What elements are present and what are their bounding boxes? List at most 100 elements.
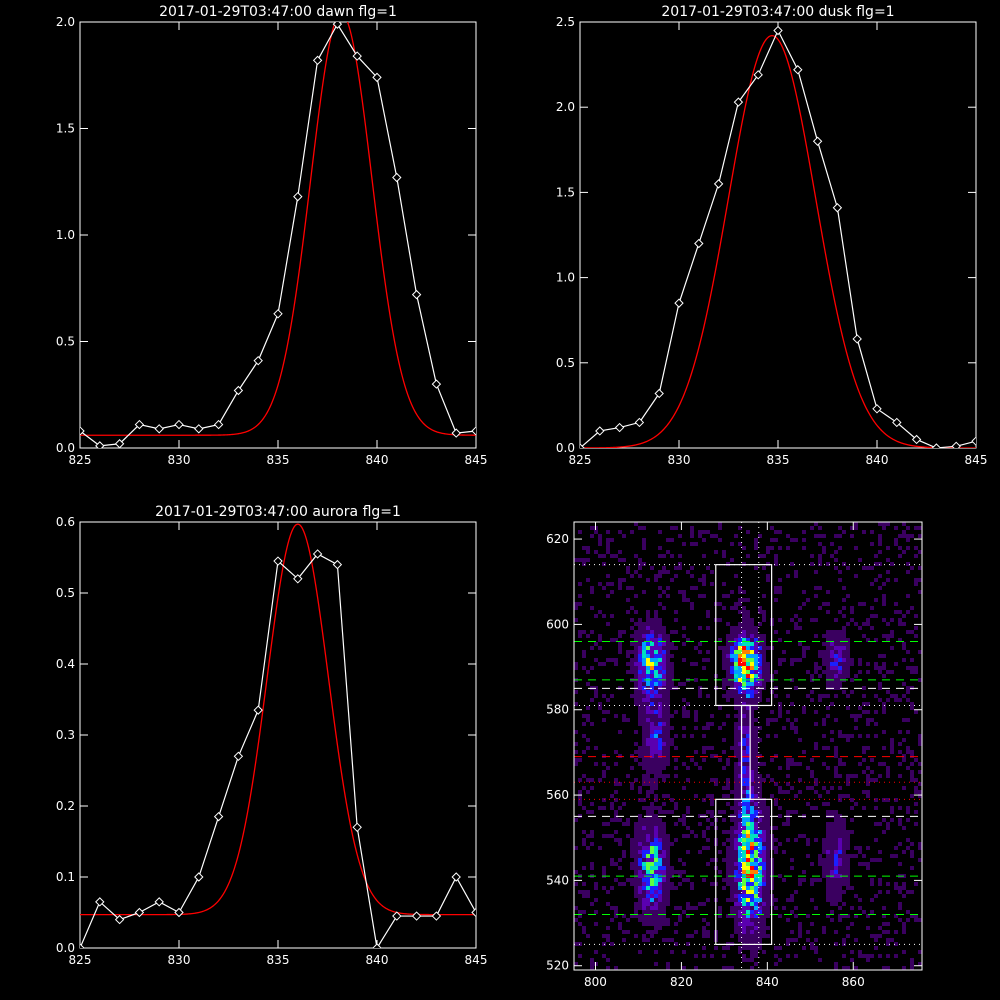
heatmap-cell [734, 854, 738, 858]
heatmap-cell [838, 822, 842, 826]
heatmap-cell [646, 706, 650, 710]
heatmap-cell [754, 954, 758, 958]
heatmap-cell [742, 614, 746, 618]
heatmap-cell [654, 866, 658, 870]
heatmap-cell [674, 574, 678, 578]
heatmap-cell [810, 770, 814, 774]
heatmap-cell [882, 966, 886, 970]
heatmap-cell [866, 778, 870, 782]
heatmap-cell [634, 750, 638, 754]
heatmap-cell [746, 614, 750, 618]
heatmap-cell [842, 634, 846, 638]
heatmap-cell [594, 898, 598, 902]
heatmap-cell [894, 930, 898, 934]
heatmap-cell [646, 726, 650, 730]
heatmap-cell [722, 858, 726, 862]
data-point [911, 434, 922, 445]
heatmap-cell [662, 690, 666, 694]
heatmap-cell [898, 638, 902, 642]
heatmap-cell [886, 634, 890, 638]
heatmap-cell [650, 834, 654, 838]
heatmap-cell [654, 694, 658, 698]
heatmap-cell [666, 650, 670, 654]
heatmap-cell [702, 834, 706, 838]
heatmap-cell [834, 902, 838, 906]
heatmap-cell [662, 858, 666, 862]
heatmap-cell [822, 862, 826, 866]
heatmap-cell [826, 850, 830, 854]
heatmap-cell [750, 890, 754, 894]
heatmap-cell [770, 710, 774, 714]
heatmap-cell [662, 702, 666, 706]
heatmap-cell [722, 678, 726, 682]
heatmap-cell [786, 810, 790, 814]
heatmap-cell [698, 578, 702, 582]
heatmap-cell [702, 926, 706, 930]
heatmap-cell [730, 858, 734, 862]
heatmap-cell [918, 846, 922, 850]
heatmap-cell [642, 898, 646, 902]
heatmap-cell [758, 858, 762, 862]
heatmap-cell [662, 802, 666, 806]
heatmap-cell [638, 874, 642, 878]
heatmap-cell [878, 926, 882, 930]
heatmap-cell [778, 806, 782, 810]
heatmap-cell [754, 838, 758, 842]
heatmap-cell [898, 698, 902, 702]
heatmap-cell [698, 534, 702, 538]
heatmap-cell [842, 878, 846, 882]
heatmap-cell [738, 798, 742, 802]
heatmap-cell [694, 726, 698, 730]
heatmap-cell [630, 574, 634, 578]
heatmap-cell [750, 922, 754, 926]
heatmap-cell [790, 758, 794, 762]
heatmap-cell [742, 790, 746, 794]
heatmap-cell [706, 922, 710, 926]
heatmap-cell [654, 666, 658, 670]
heatmap-cell [866, 670, 870, 674]
heatmap-cell [734, 794, 738, 798]
heatmap-cell [758, 662, 762, 666]
heatmap-cell [738, 590, 742, 594]
heatmap-cell [838, 634, 842, 638]
heatmap-cell [750, 682, 754, 686]
heatmap-cell [830, 554, 834, 558]
heatmap-cell [634, 682, 638, 686]
heatmap-cell [690, 662, 694, 666]
heatmap-cell [642, 742, 646, 746]
data-point [674, 298, 684, 308]
heatmap-cell [618, 882, 622, 886]
heatmap-cell [658, 898, 662, 902]
heatmap-cell [918, 742, 922, 746]
heatmap-cell [658, 714, 662, 718]
heatmap-cell [642, 830, 646, 834]
heatmap-cell [766, 806, 770, 810]
heatmap-cell [758, 650, 762, 654]
heatmap-cell [754, 806, 758, 810]
heatmap-cell [746, 762, 750, 766]
heatmap-cell [698, 822, 702, 826]
heatmap-cell [582, 882, 586, 886]
heatmap-cell [758, 862, 762, 866]
heatmap-cell [598, 554, 602, 558]
heatmap-cell [750, 770, 754, 774]
heatmap-cell [574, 606, 578, 610]
heatmap-cell [918, 858, 922, 862]
heatmap-cell [694, 678, 698, 682]
heatmap-cell [782, 650, 786, 654]
heatmap-cell [846, 842, 850, 846]
heatmap-cell [666, 922, 670, 926]
heatmap-cell [626, 930, 630, 934]
heatmap-cell [906, 538, 910, 542]
heatmap-cell [738, 810, 742, 814]
heatmap-cell [890, 646, 894, 650]
heatmap-cell [614, 910, 618, 914]
heatmap-cell [642, 626, 646, 630]
heatmap-cell [646, 862, 650, 866]
heatmap-cell [654, 622, 658, 626]
heatmap-cell [834, 550, 838, 554]
heatmap-cell [850, 526, 854, 530]
heatmap-cell [658, 726, 662, 730]
heatmap-cell [658, 750, 662, 754]
heatmap-cell [746, 790, 750, 794]
